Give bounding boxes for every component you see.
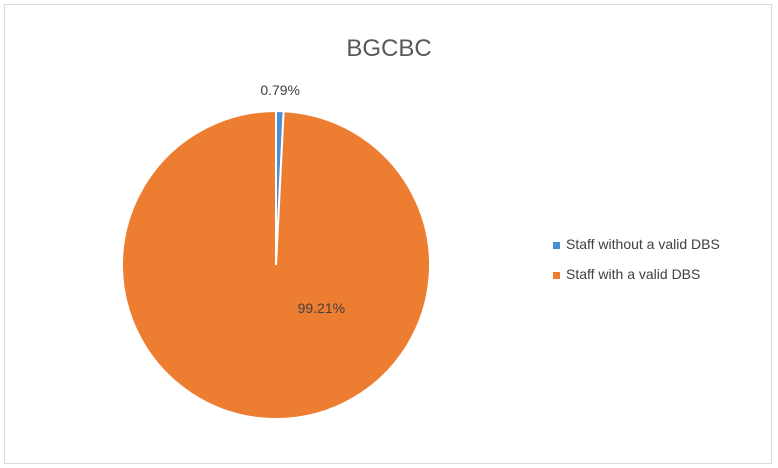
data-label-1: 0.79% — [260, 82, 300, 98]
data-labels: 0.79% 99.21% — [260, 82, 345, 316]
data-label-2: 99.21% — [298, 300, 345, 316]
legend-label-1: Staff without a valid DBS — [566, 236, 720, 252]
chart-area: BGCBC 0.79% 99.21% Staff without a valid … — [4, 4, 772, 464]
pie-slices — [121, 109, 431, 420]
legend-swatch-2 — [553, 272, 560, 279]
pie-chart: BGCBC 0.79% 99.21% Staff without a valid … — [121, 35, 720, 420]
legend-label-2: Staff with a valid DBS — [566, 266, 700, 282]
legend-swatch-1 — [553, 242, 560, 249]
pie-slice-2 — [121, 109, 431, 420]
chart-title: BGCBC — [346, 35, 431, 62]
legend: Staff without a valid DBS Staff with a va… — [553, 236, 720, 282]
